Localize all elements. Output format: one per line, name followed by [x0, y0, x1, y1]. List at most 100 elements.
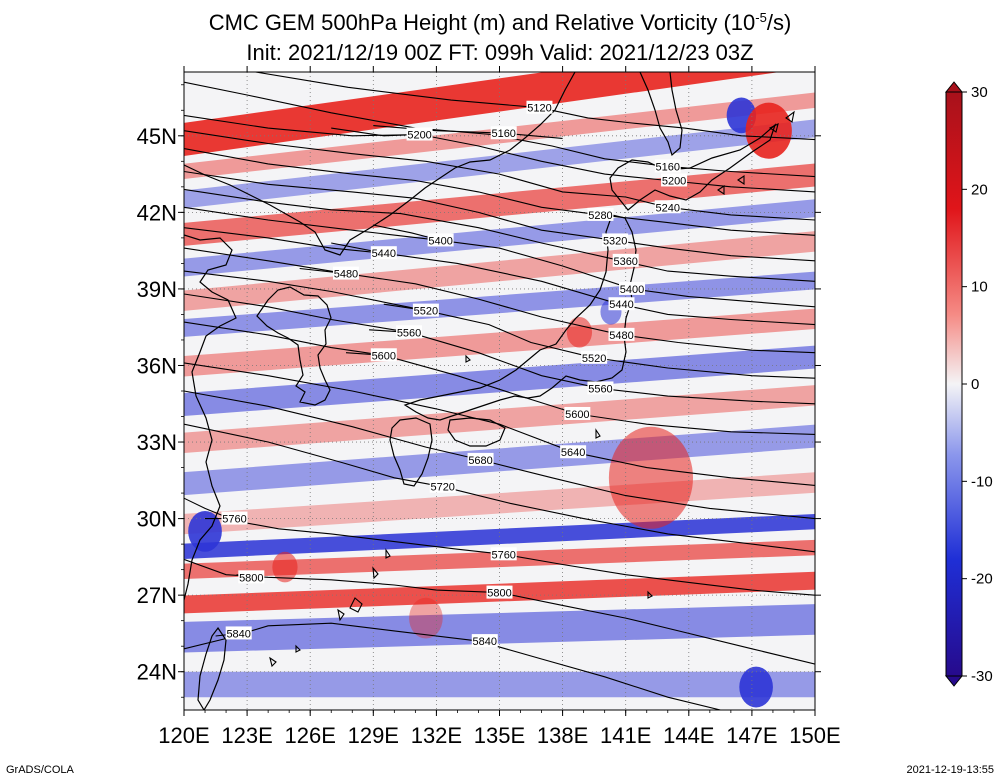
height-contour-5440: [184, 227, 815, 326]
contour-label-text: 5680: [468, 455, 492, 467]
coastline-taiwan: [197, 626, 227, 710]
contour-label-text: 5400: [620, 284, 644, 296]
contour-label-5200: 5200: [406, 127, 433, 142]
height-contour-5320: [184, 170, 815, 262]
y-tick-label: 36N: [137, 353, 177, 378]
contour-label-bg: [427, 233, 454, 247]
height-contour-5280: [184, 148, 815, 236]
colorbar-tick-label: 10: [971, 279, 988, 296]
vorticity-band: [184, 199, 815, 277]
colorbar-bottom-arrow: [944, 675, 964, 687]
contour-label-5280: 5280: [587, 207, 614, 222]
y-tick-label: 42N: [137, 200, 177, 225]
x-tick-label: 144E: [663, 723, 714, 748]
contour-label-bg: [602, 233, 629, 247]
axes: 120E 123E 126E 129E 132E 135E 138E 141E 144E 147E…: [137, 66, 841, 748]
contour-label-bg: [654, 200, 681, 214]
coastline-sakhalin: [639, 72, 683, 157]
contour-label-5520: 5520: [412, 303, 439, 318]
contour-label-bg: [587, 207, 614, 221]
contour-label-5600: 5600: [370, 348, 397, 362]
contour-label-5560: 5560: [587, 381, 614, 395]
contour-label-text: 5280: [588, 210, 612, 222]
coastline-kurils: [717, 110, 795, 196]
height-contour-5640: [184, 362, 815, 486]
colorbar-tick-label: 30: [971, 84, 988, 101]
contour-label-5320: 5320: [602, 233, 629, 247]
x-tick-label: 132E: [411, 723, 462, 748]
contour-label-5800: 5800: [238, 570, 265, 584]
x-tick-label: 126E: [285, 723, 336, 748]
colorbar-tick-label: -30: [971, 668, 993, 685]
contour-label-text: 5440: [372, 248, 396, 260]
contour-label-5800: 5800: [486, 585, 513, 600]
contour-label-text: 5400: [428, 235, 452, 247]
vorticity-band: [184, 231, 815, 311]
contour-label-5240: 5240: [654, 200, 681, 214]
contour-label-text: 5520: [582, 353, 606, 365]
vorticity-spot: [566, 316, 593, 348]
x-tick-label: 150E: [789, 723, 840, 748]
y-tick-label: 24N: [137, 660, 177, 685]
contour-label-text: 5800: [487, 588, 511, 600]
y-tick-label: 27N: [137, 583, 177, 608]
contour-label-bg: [471, 634, 498, 648]
contour-label-5720: 5720: [429, 479, 456, 494]
x-tick-label: 135E: [474, 723, 525, 748]
vorticity-band: [184, 119, 815, 209]
colorbar-tick-label: -10: [971, 473, 993, 490]
contour-label-text: 5200: [662, 175, 686, 187]
height-contour-5720: [184, 423, 815, 553]
contour-label-bg: [581, 350, 608, 364]
contour-label-bg: [412, 303, 439, 317]
contour-label-5200: 5200: [661, 173, 688, 187]
contour-label-5640: 5640: [560, 445, 587, 459]
contour-label-text: 5120: [527, 103, 551, 115]
contour-label-5520: 5520: [581, 350, 608, 365]
contour-label-5760: 5760: [490, 547, 517, 561]
contour-label-bg: [608, 297, 635, 311]
height-contour-5600: [184, 321, 815, 435]
contour-label-5440: 5440: [608, 297, 635, 311]
height-contour-5160: [184, 81, 815, 178]
height-contour-5120: [255, 72, 815, 141]
coastline-honshu: [403, 214, 637, 421]
height-contour-5160: [373, 125, 563, 139]
vorticity-spot: [188, 510, 222, 552]
footer-software: GrADS/COLA: [6, 764, 75, 776]
x-tick-label: 123E: [221, 723, 272, 748]
contour-label-text: 5840: [226, 628, 250, 640]
vorticity-spot: [409, 597, 443, 639]
y-tick-label: 33N: [137, 430, 177, 455]
height-contour-5200: [184, 114, 815, 193]
height-contour-5480: [184, 247, 815, 354]
x-tick-label: 138E: [537, 723, 588, 748]
contour-label-5840: 5840: [225, 626, 252, 640]
contour-label-text: 5560: [588, 383, 612, 395]
plot-area: 5120 5160 5160 5200 5200 5240 5280 5320 5360 5400…: [183, 71, 816, 711]
height-contour-5240: [184, 130, 815, 221]
contour-label-text: 5160: [656, 161, 680, 173]
contour-label-text: 5440: [609, 299, 633, 311]
vorticity-spot: [608, 426, 694, 529]
y-tick-label: 30N: [137, 507, 177, 532]
contour-label-bg: [370, 246, 397, 260]
footer-timestamp: 2021-12-19-13:55: [907, 764, 994, 776]
contour-label-bg: [490, 126, 517, 140]
y-tick-label: 39N: [137, 277, 177, 302]
contour-label-bg: [490, 547, 517, 561]
chart-title-line1: CMC GEM 500hPa Height (m) and Relative V…: [209, 10, 792, 35]
height-contour-5400: [184, 206, 815, 308]
contour-label-5160: 5160: [654, 159, 681, 173]
coastline-ryukyu: [269, 354, 653, 668]
colorbar-tick-label: 20: [971, 181, 988, 198]
contour-label-5360: 5360: [612, 253, 639, 268]
contour-label-5840: 5840: [471, 634, 498, 648]
height-contour-5360: [184, 188, 815, 282]
contour-label-text: 5640: [561, 447, 585, 459]
vorticity-spot: [739, 666, 773, 708]
contour-label-bg: [608, 327, 635, 341]
coastline-china: [184, 234, 237, 601]
contour-label-bg: [560, 445, 587, 459]
contour-label-bg: [661, 173, 688, 187]
